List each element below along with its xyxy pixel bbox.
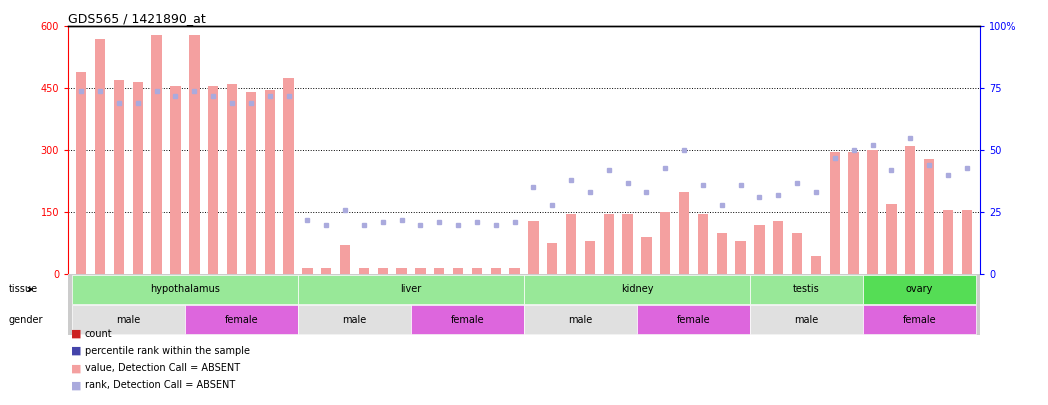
Bar	[152, 34, 161, 274]
Text: kidney: kidney	[620, 284, 653, 294]
Bar	[773, 221, 784, 274]
Bar	[830, 152, 840, 274]
Bar	[637, 305, 749, 334]
Bar	[755, 225, 765, 274]
Text: male: male	[568, 315, 592, 325]
Bar	[340, 245, 350, 274]
Bar	[299, 305, 411, 334]
Bar	[412, 305, 524, 334]
Bar	[750, 305, 863, 334]
Bar	[396, 268, 407, 274]
Bar	[299, 275, 524, 304]
Bar	[528, 221, 539, 274]
Bar	[72, 275, 298, 304]
Bar	[72, 305, 184, 334]
Text: female: female	[902, 315, 937, 325]
Bar	[77, 72, 87, 274]
Bar	[321, 268, 331, 274]
Bar	[264, 90, 275, 274]
Text: value, Detection Call = ABSENT: value, Detection Call = ABSENT	[85, 363, 240, 373]
Bar	[641, 237, 652, 274]
Bar	[434, 268, 444, 274]
Text: hypothalamus: hypothalamus	[150, 284, 220, 294]
Bar	[547, 243, 558, 274]
Bar	[750, 275, 863, 304]
Bar	[185, 305, 298, 334]
Bar	[245, 92, 256, 274]
Bar	[864, 305, 976, 334]
Bar	[623, 214, 633, 274]
Bar	[226, 84, 237, 274]
Bar	[472, 268, 482, 274]
Bar	[849, 152, 859, 274]
Bar	[490, 268, 501, 274]
Bar	[524, 275, 749, 304]
Bar	[864, 275, 976, 304]
Bar	[453, 268, 463, 274]
Bar	[585, 241, 595, 274]
Bar	[942, 210, 953, 274]
Text: count: count	[85, 329, 112, 339]
Bar	[133, 82, 143, 274]
Text: testis: testis	[793, 284, 820, 294]
Bar	[377, 268, 388, 274]
Bar	[415, 268, 425, 274]
Text: female: female	[224, 315, 258, 325]
Bar	[924, 158, 934, 274]
Bar	[717, 233, 727, 274]
Bar	[811, 256, 822, 274]
Bar	[698, 214, 708, 274]
Bar	[905, 146, 915, 274]
Text: male: male	[116, 315, 140, 325]
Bar	[509, 268, 520, 274]
Bar	[189, 34, 199, 274]
Bar	[171, 86, 180, 274]
Bar	[358, 268, 369, 274]
Text: ■: ■	[71, 346, 82, 356]
Bar	[736, 241, 746, 274]
Bar	[208, 86, 218, 274]
Text: rank, Detection Call = ABSENT: rank, Detection Call = ABSENT	[85, 380, 235, 390]
Text: ovary: ovary	[905, 284, 934, 294]
Bar	[95, 39, 106, 274]
Bar	[114, 80, 124, 274]
Text: female: female	[677, 315, 711, 325]
Bar	[679, 192, 690, 274]
Bar	[283, 78, 293, 274]
Bar	[566, 214, 576, 274]
Bar	[961, 210, 971, 274]
Bar	[302, 268, 312, 274]
Text: ■: ■	[71, 329, 82, 339]
Bar	[792, 233, 803, 274]
Text: tissue: tissue	[8, 284, 38, 294]
Text: liver: liver	[400, 284, 421, 294]
Text: GDS565 / 1421890_at: GDS565 / 1421890_at	[68, 12, 205, 25]
Text: ■: ■	[71, 363, 82, 373]
Text: gender: gender	[8, 315, 43, 325]
Bar	[604, 214, 614, 274]
Text: ■: ■	[71, 380, 82, 390]
Bar	[887, 204, 896, 274]
Bar	[524, 305, 636, 334]
Text: male: male	[343, 315, 367, 325]
Bar	[868, 150, 877, 274]
Text: percentile rank within the sample: percentile rank within the sample	[85, 346, 249, 356]
Bar	[660, 212, 671, 274]
Text: male: male	[794, 315, 818, 325]
Text: female: female	[451, 315, 484, 325]
